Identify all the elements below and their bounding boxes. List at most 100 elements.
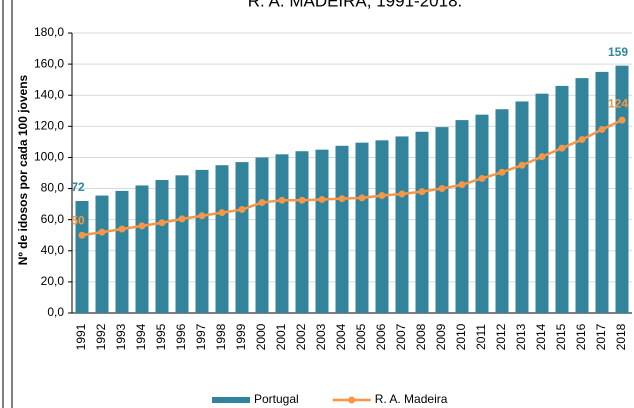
marker xyxy=(378,192,386,200)
x-tick-label: 2009 xyxy=(434,323,448,350)
x-tick-label: 1991 xyxy=(74,323,88,350)
x-tick-label: 2001 xyxy=(274,323,288,350)
bar xyxy=(575,78,589,313)
y-tick-label: 0,0 xyxy=(47,305,64,319)
x-tick-label: 2010 xyxy=(454,323,468,350)
data-label: 159 xyxy=(608,45,628,59)
x-tick-label: 2015 xyxy=(554,323,568,350)
marker xyxy=(278,196,286,204)
marker xyxy=(78,231,86,239)
bar xyxy=(495,109,509,313)
x-tick-label: 2011 xyxy=(474,324,488,350)
x-tick-label: 1995 xyxy=(154,323,168,350)
bar xyxy=(595,71,609,313)
marker xyxy=(118,225,126,233)
chart-title: R. A. MADEIRA, 1991-2018. xyxy=(248,0,463,10)
x-tick-label: 2002 xyxy=(294,323,308,350)
legend-label: Portugal xyxy=(254,392,299,406)
bar xyxy=(135,185,149,313)
x-tick-label: 2016 xyxy=(574,323,588,350)
x-tick-label: 2006 xyxy=(374,323,388,350)
x-tick-label: 1998 xyxy=(214,323,228,350)
marker xyxy=(458,181,466,189)
line xyxy=(81,118,623,237)
legend-swatch xyxy=(212,397,250,403)
bar xyxy=(115,190,129,313)
x-tick-label: 2013 xyxy=(514,323,528,350)
y-tick-label: 160,0 xyxy=(34,56,64,70)
marker xyxy=(338,195,346,203)
y-tick-label: 20,0 xyxy=(41,274,65,288)
marker xyxy=(438,185,446,193)
bar xyxy=(355,142,369,313)
bar xyxy=(475,114,489,314)
bar xyxy=(615,65,629,314)
bar xyxy=(315,149,329,313)
x-tick-label: 1999 xyxy=(234,323,248,350)
x-tick-label: 1993 xyxy=(114,323,128,350)
marker xyxy=(518,161,526,169)
marker xyxy=(558,144,566,152)
y-axis-label: Nº de idosos por cada 100 jovens xyxy=(16,74,30,265)
marker xyxy=(238,206,246,214)
marker xyxy=(318,195,326,203)
marker xyxy=(298,196,306,204)
marker xyxy=(398,190,406,198)
bar xyxy=(555,85,569,313)
marker xyxy=(538,153,546,161)
marker xyxy=(578,136,586,144)
bar xyxy=(535,93,549,314)
marker xyxy=(218,209,226,217)
bar xyxy=(255,157,269,313)
bar xyxy=(395,136,409,313)
y-tick-label: 140,0 xyxy=(34,87,64,101)
marker xyxy=(258,199,266,207)
x-tick-label: 1994 xyxy=(134,323,148,350)
y-tick-label: 120,0 xyxy=(34,119,64,133)
y-tick-label: 80,0 xyxy=(41,181,65,195)
marker xyxy=(358,194,366,202)
x-tick-label: 2003 xyxy=(314,323,328,350)
marker xyxy=(598,125,606,133)
x-tick-label: 2014 xyxy=(534,323,548,350)
x-tick-label: 2012 xyxy=(494,323,508,350)
marker xyxy=(178,215,186,223)
x-tick-label: 1997 xyxy=(194,323,208,350)
x-tick-label: 2004 xyxy=(334,323,348,350)
bar xyxy=(175,175,189,313)
bar xyxy=(75,201,89,313)
marker xyxy=(418,188,426,196)
marker xyxy=(498,168,506,176)
y-tick-label: 100,0 xyxy=(34,150,64,164)
marker xyxy=(138,222,146,230)
bar xyxy=(155,180,169,313)
data-label: 72 xyxy=(71,180,85,194)
bar xyxy=(455,120,469,313)
x-tick-label: 1992 xyxy=(94,323,108,350)
marker xyxy=(98,228,106,236)
x-tick-label: 1996 xyxy=(174,323,188,350)
x-tick-label: 2008 xyxy=(414,323,428,350)
bar xyxy=(335,145,349,313)
bar xyxy=(235,162,249,313)
data-label: 124 xyxy=(608,96,628,110)
x-tick-label: 2005 xyxy=(354,323,368,350)
legend-swatch xyxy=(348,396,356,404)
bar xyxy=(435,127,449,313)
bar xyxy=(275,154,289,313)
bar xyxy=(95,195,109,313)
x-tick-label: 2018 xyxy=(614,323,628,350)
y-tick-label: 60,0 xyxy=(41,212,65,226)
x-tick-label: 2017 xyxy=(594,323,608,350)
marker xyxy=(618,116,626,124)
bar xyxy=(515,101,529,313)
marker xyxy=(478,174,486,182)
bar xyxy=(415,131,429,313)
x-tick-label: 2000 xyxy=(254,323,268,350)
bar xyxy=(195,169,209,313)
marker xyxy=(198,212,206,220)
marker xyxy=(158,219,166,227)
bar xyxy=(215,165,229,313)
bar xyxy=(295,151,309,313)
